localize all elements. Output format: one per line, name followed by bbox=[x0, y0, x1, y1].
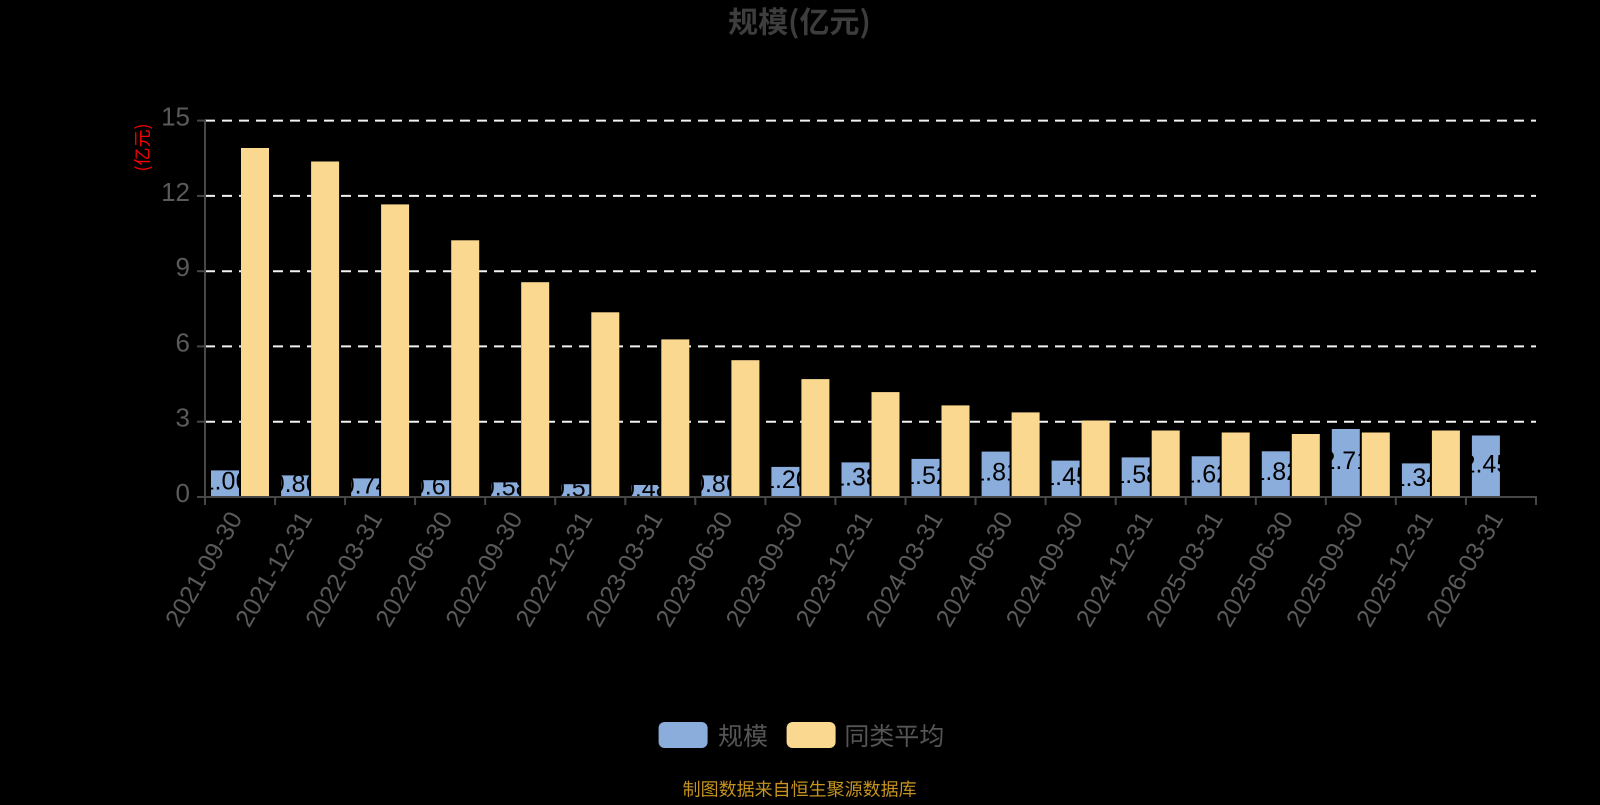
svg-text:2.45: 2.45 bbox=[1462, 450, 1511, 478]
svg-text:15: 15 bbox=[161, 102, 190, 132]
svg-text:3: 3 bbox=[176, 403, 190, 433]
svg-text:12: 12 bbox=[161, 177, 190, 207]
svg-text:9: 9 bbox=[176, 252, 190, 282]
svg-text:0: 0 bbox=[176, 478, 190, 508]
svg-text:6: 6 bbox=[176, 327, 190, 357]
